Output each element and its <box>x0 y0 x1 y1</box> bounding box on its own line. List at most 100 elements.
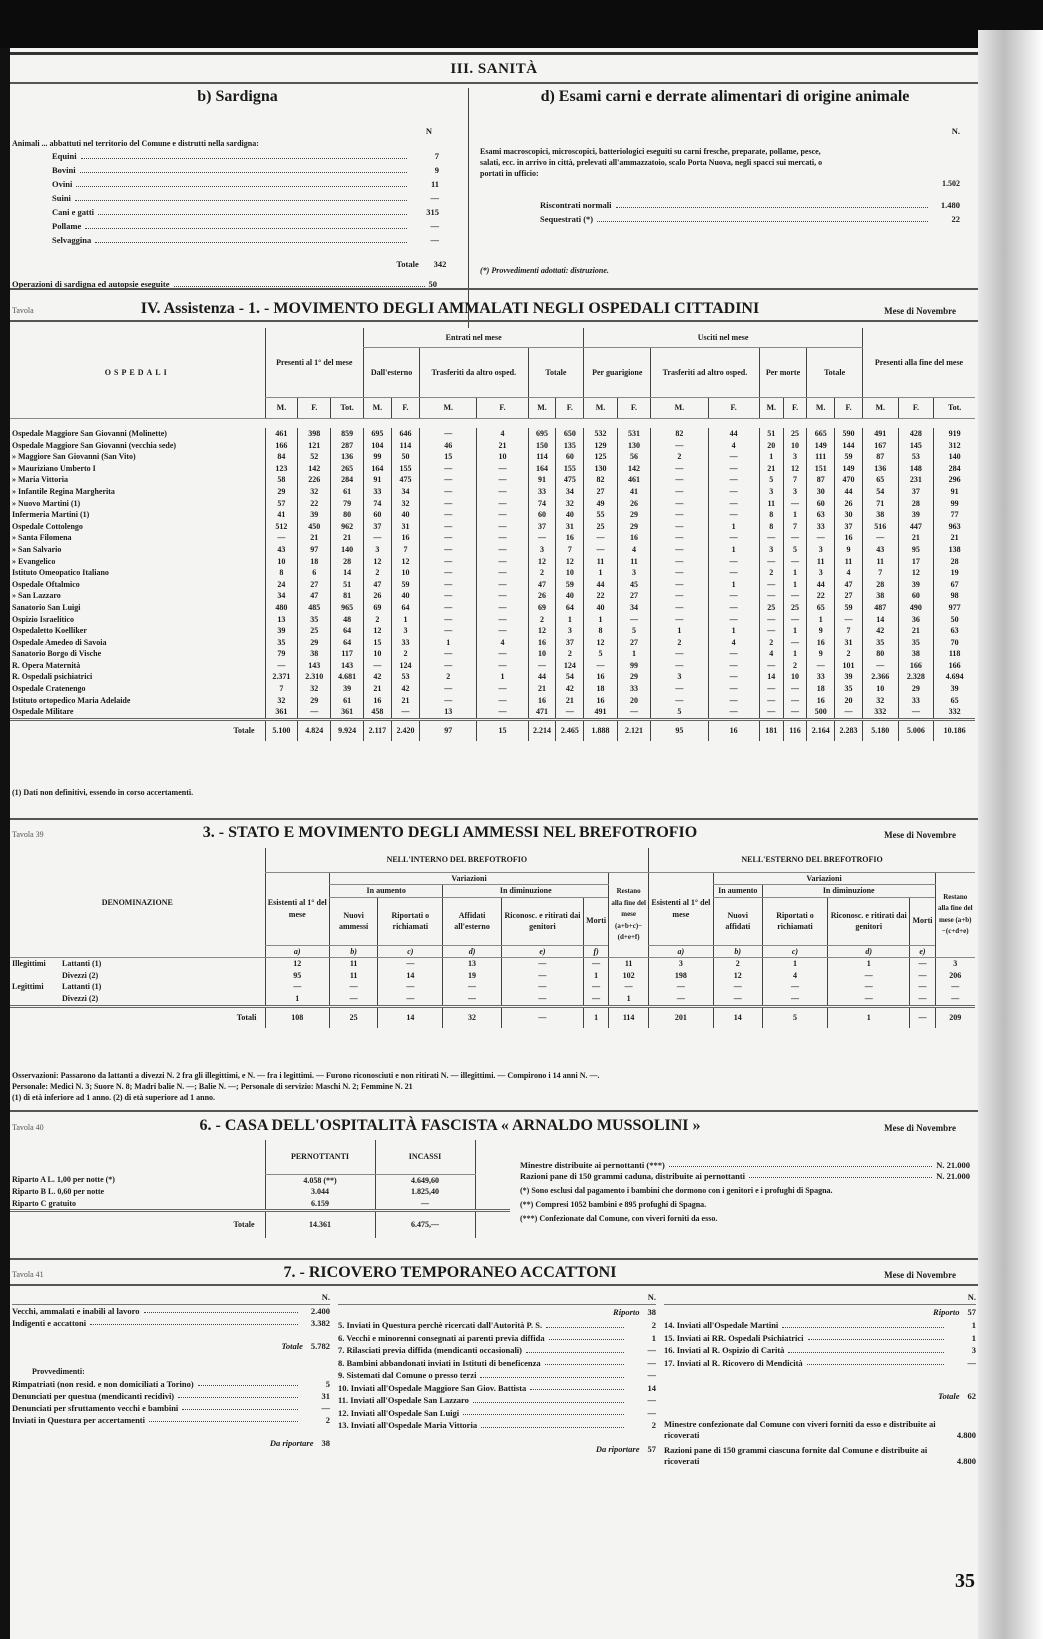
leader-dots <box>178 1390 298 1398</box>
cell: 695 <box>527 428 556 440</box>
cell: — <box>758 706 784 720</box>
cell: 118 <box>933 648 975 660</box>
item-value: — <box>647 1357 657 1368</box>
cell: — <box>707 509 760 521</box>
cell: 12 <box>363 555 392 568</box>
col-sex: M. <box>758 397 784 419</box>
divider <box>10 818 978 820</box>
item-value: 2 <box>325 1415 330 1425</box>
list-item: Cani e gatti 315 <box>12 205 457 219</box>
cell: 38 <box>861 509 899 521</box>
cell: 1 <box>782 567 807 579</box>
list-item: Razioni pane di 150 grammi caduna, distr… <box>520 1171 970 1182</box>
table-row: Sanatorio San Luigi 480 485 965 69 64— —69 64 40… <box>10 601 975 614</box>
cell: 1 <box>616 648 651 660</box>
list-item: Sequestrati (*) 22 <box>540 212 960 226</box>
month-label: Mese di Novembre <box>884 306 956 316</box>
cell: — <box>782 532 807 544</box>
cell: — <box>782 497 807 510</box>
cell: 12 <box>527 625 556 637</box>
hospital-name: Infermeria Martini (1) <box>12 510 90 520</box>
cell: — <box>761 981 828 994</box>
total-label: Totale <box>233 725 255 735</box>
hospital-name: Ospedaletto Koelliker <box>12 626 87 636</box>
leader-dots <box>76 177 407 187</box>
cell: — <box>712 993 763 1007</box>
cell: 61 <box>330 485 364 498</box>
cell: — <box>707 601 760 614</box>
item-label: Totale <box>281 1341 303 1351</box>
cell: — <box>476 543 529 556</box>
cell: — <box>707 555 760 568</box>
cell: 491 <box>583 706 618 720</box>
item-label: 6. Vecchi e minorenni consegnati ai pare… <box>338 1332 545 1343</box>
cell: — <box>608 981 649 994</box>
item-value: 1 <box>971 1320 976 1330</box>
cell: — <box>583 543 618 556</box>
item-value: N. 21.000 <box>936 1160 970 1170</box>
cell: 1 <box>650 625 709 637</box>
cell: 149 <box>806 439 835 452</box>
cell: 25 <box>782 601 807 614</box>
item-label: Razioni pane di 150 grammi caduna, distr… <box>520 1171 746 1181</box>
cell: 2 <box>419 671 477 684</box>
leader-dots <box>530 1382 624 1390</box>
cell: 29 <box>616 509 651 521</box>
sardigna-title: b) Sardigna <box>197 88 278 105</box>
cell: 39 <box>330 683 364 695</box>
list-item: Totale 62 <box>664 1389 976 1403</box>
hospital-name: » Maria Vittoria <box>12 475 68 485</box>
col-header: Esistenti al 1° del mese <box>648 872 714 946</box>
cell: — <box>806 532 835 544</box>
cell: — <box>782 613 807 626</box>
cell: — <box>650 555 709 568</box>
cell: 1 <box>583 969 609 982</box>
cell: 97 <box>297 543 331 556</box>
cell: 5 <box>650 706 709 720</box>
cell: 29 <box>897 683 934 695</box>
cell: 2 <box>758 567 784 579</box>
cell: 4 <box>707 439 760 452</box>
cell: 181 <box>758 719 784 741</box>
col-sub: Per morte <box>758 347 807 399</box>
cell: 15 <box>363 636 392 649</box>
ospedali-table: OSPEDALI Presenti al 1° del mese Entrati n… <box>10 328 975 741</box>
item-label: Indigenti e accattoni <box>12 1318 87 1328</box>
list-item: Riscontrati normali 1.480 <box>540 198 960 212</box>
cell: 10 <box>555 567 584 579</box>
cell: — <box>758 532 784 544</box>
cell: — <box>476 485 529 498</box>
cell: 52 <box>297 451 331 463</box>
divider <box>10 320 978 322</box>
cell: 140 <box>330 543 364 556</box>
cell: 25 <box>782 428 807 440</box>
row-label: Riparto B L. 0,60 per notte <box>12 1187 105 1197</box>
table-row: R. Opera Maternità —143 143—124— — —124—99— —… <box>10 659 975 672</box>
leader-dots <box>615 198 928 208</box>
cell: 39 <box>297 509 331 521</box>
col-sex: M. <box>363 397 392 419</box>
col-presenti-fine: Presenti alla fine del mese <box>861 328 975 399</box>
cell: 29 <box>297 636 331 649</box>
cell: 3 <box>758 485 784 498</box>
cell: 39 <box>264 625 298 637</box>
cell: 80 <box>330 509 364 521</box>
cell: 11 <box>583 555 618 568</box>
cell: 32 <box>442 1006 502 1028</box>
table-row: Riparto A L. 1,00 per notte (*) 4.058 (**… <box>10 1174 510 1187</box>
cell: 104 <box>363 439 392 452</box>
cell: — <box>476 613 529 626</box>
list-item: 15. Inviati ai RR. Ospedali Psichiatrici… <box>664 1332 976 1345</box>
list-item: Totale 5.782 <box>12 1339 330 1353</box>
cell: 7 <box>861 567 899 579</box>
col-header: N. <box>321 1292 330 1302</box>
esami-table: N. Esami macroscopici, microscopici, bat… <box>480 124 960 275</box>
cell: — <box>782 683 807 695</box>
cell: 3 <box>650 671 709 684</box>
cell: 41 <box>616 485 651 498</box>
leader-dots <box>79 163 407 173</box>
cell: 21 <box>476 439 529 452</box>
sardigna-intro: Animali ... abbattuti nel territorio del… <box>12 139 259 148</box>
item-label: Minestre confezionate dal Comune con viv… <box>664 1419 936 1440</box>
hospital-name: Istituto ortopedico Maria Adelaide <box>12 695 131 705</box>
